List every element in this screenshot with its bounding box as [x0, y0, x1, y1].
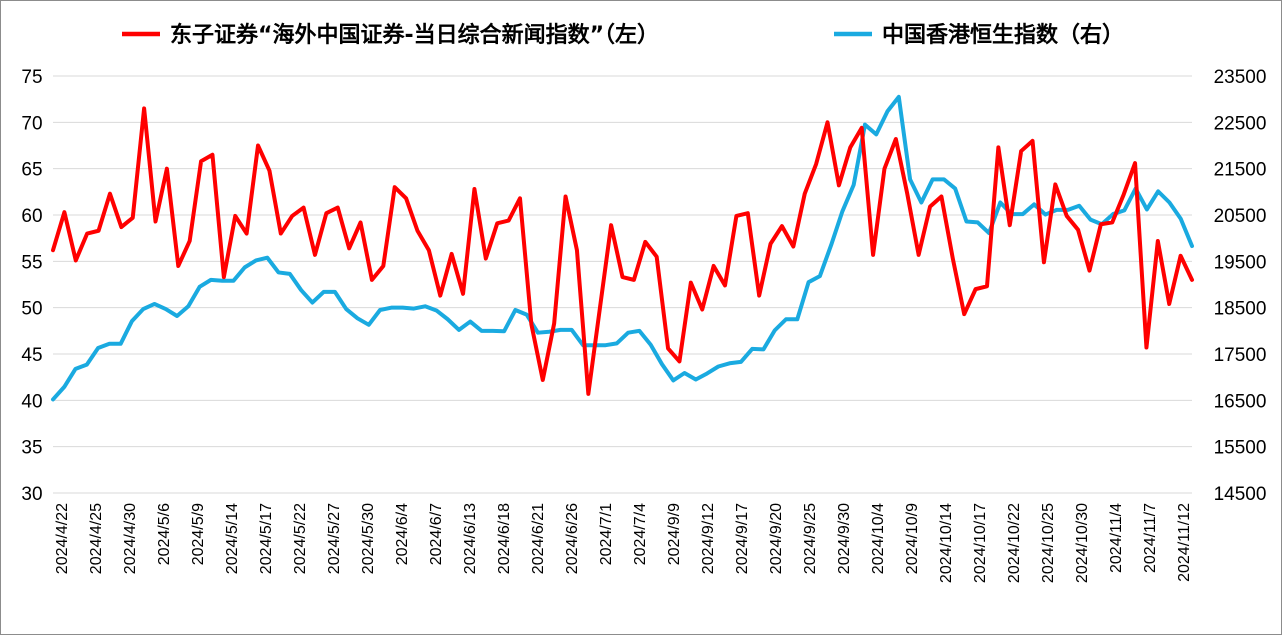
y-left-tick-label: 50	[21, 299, 42, 320]
y-left-tick-label: 45	[21, 345, 42, 366]
legend-label-news-index: 东子证券“海外中国证券-当日综合新闻指数”（左）	[170, 22, 659, 48]
y-right-tick-label: 20500	[1214, 206, 1267, 227]
y-left-tick-label: 75	[21, 67, 42, 88]
x-tick-label: 2024/5/27	[326, 503, 343, 574]
x-tick-label: 2024/5/17	[258, 503, 275, 574]
y-right-tick-label: 21500	[1214, 160, 1267, 181]
x-tick-label: 2024/10/22	[1006, 503, 1023, 583]
x-tick-label: 2024/5/30	[360, 503, 377, 574]
x-tick-label: 2024/6/21	[530, 503, 547, 574]
series-lines	[51, 94, 1194, 402]
y-right-tick-label: 23500	[1214, 67, 1267, 88]
y-right-tick-label: 15500	[1214, 438, 1267, 459]
x-tick-label: 2024/9/25	[802, 503, 819, 574]
x-tick-label: 2024/7/4	[632, 503, 649, 565]
x-tick-label: 2024/5/6	[156, 503, 173, 565]
y-left-tick-label: 55	[21, 252, 42, 273]
x-tick-label: 2024/10/14	[938, 503, 955, 583]
x-tick-label: 2024/10/17	[972, 503, 989, 583]
y-left-tick-label: 35	[21, 438, 42, 459]
x-tick-label: 2024/10/9	[904, 503, 921, 574]
x-tick-label: 2024/9/9	[666, 503, 683, 565]
y-left-tick-label: 70	[21, 113, 42, 134]
x-tick-label: 2024/5/9	[190, 503, 207, 565]
series-line-news-index	[51, 106, 1194, 396]
x-tick-label: 2024/5/22	[292, 503, 309, 574]
y-right-tick-label: 14500	[1214, 484, 1267, 505]
x-tick-label: 2024/7/1	[598, 503, 615, 565]
x-tick-label: 2024/6/13	[462, 503, 479, 574]
x-tick-label: 2024/11/7	[1142, 503, 1159, 573]
x-tick-label: 2024/11/12	[1176, 503, 1193, 582]
series-line-hang-seng	[51, 94, 1194, 402]
y-left-tick-label: 60	[21, 206, 42, 227]
y-right-tick-label: 22500	[1214, 113, 1267, 134]
x-tick-label: 2024/10/4	[870, 503, 887, 574]
x-tick-label: 2024/10/25	[1040, 503, 1057, 583]
y-right-tick-label: 16500	[1214, 391, 1267, 412]
x-tick-label: 2024/6/18	[496, 503, 513, 574]
x-tick-label: 2024/10/30	[1074, 503, 1091, 583]
x-tick-label: 2024/9/20	[768, 503, 785, 574]
y-right-tick-label: 18500	[1214, 299, 1267, 320]
y-axis-right: 14500 15500 16500 17500 18500 19500 20500 21500…	[1214, 67, 1267, 505]
grid-lines	[53, 75, 1192, 494]
x-tick-label: 2024/4/25	[88, 503, 105, 574]
legend: 东子证券“海外中国证券-当日综合新闻指数”（左） 中国香港恒生指数（右）	[122, 22, 1124, 48]
x-tick-label: 2024/5/14	[224, 503, 241, 574]
y-left-tick-label: 40	[21, 391, 42, 412]
x-tick-label: 2024/11/4	[1108, 503, 1125, 573]
x-tick-label: 2024/4/30	[122, 503, 139, 574]
y-left-tick-label: 65	[21, 160, 42, 181]
y-axis-left: 30 35 40 45 50 55 60 65 70 75	[21, 67, 42, 505]
legend-label-hang-seng: 中国香港恒生指数（右）	[882, 22, 1124, 48]
x-tick-label: 2024/9/17	[734, 503, 751, 574]
y-left-tick-label: 30	[21, 484, 42, 505]
y-right-tick-label: 17500	[1214, 345, 1267, 366]
x-tick-label: 2024/6/4	[394, 503, 411, 565]
x-tick-label: 2024/9/30	[836, 503, 853, 574]
x-tick-label: 2024/6/7	[428, 503, 445, 565]
y-right-tick-label: 19500	[1214, 252, 1267, 273]
x-tick-label: 2024/9/12	[700, 503, 717, 574]
x-tick-label: 2024/6/26	[564, 503, 581, 574]
x-tick-label: 2024/4/22	[54, 503, 71, 574]
x-axis: 2024/4/22 2024/4/25 2024/4/30 2024/5/6 2024/…	[54, 503, 1193, 583]
